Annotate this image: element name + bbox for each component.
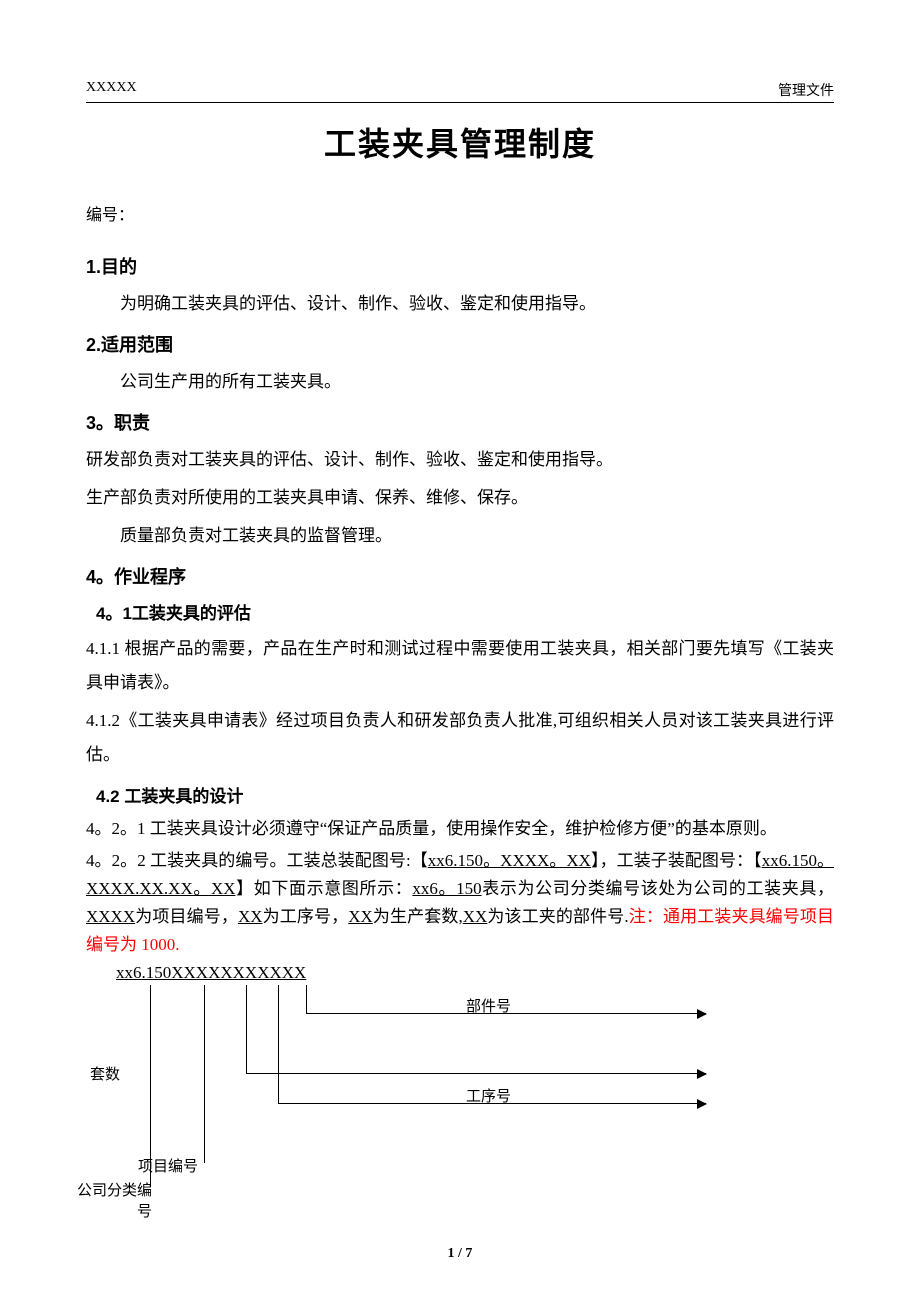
t: 表示为公司分类编号该处为公司的工装夹具，	[482, 879, 834, 898]
code-u1: xx6.150。XXXX。XX	[428, 851, 591, 870]
diagram-arrow-sets	[246, 1073, 706, 1074]
section-3-p1: 研发部负责对工装夹具的评估、设计、制作、验收、鉴定和使用指导。	[86, 443, 834, 477]
diagram-vline-3	[246, 985, 247, 1073]
section-4-1-2: 4.1.2《工装夹具申请表》经过项目负责人和研发部负责人批准,可组织相关人员对该…	[86, 704, 834, 772]
section-4-2-heading: 4.2 工装夹具的设计	[86, 782, 834, 807]
diagram-label-sets: 套数	[40, 1063, 120, 1084]
t: 为项目编号，	[135, 907, 238, 926]
section-2-heading: 2.适用范围	[86, 331, 834, 357]
t: 为该工夹的部件号.	[487, 907, 628, 926]
diagram-code: xx6.150XXXXXXXXXXX	[116, 963, 306, 983]
section-3-p2: 生产部负责对所使用的工装夹具申请、保养、维修、保存。	[86, 481, 834, 515]
document-number-label: 编号：	[86, 201, 834, 225]
header-right: 管理文件	[778, 80, 834, 100]
page: XXXXX 管理文件 工装夹具管理制度 编号： 1.目的 为明确工装夹具的评估、…	[0, 0, 920, 1302]
code-u3: xx6。150	[412, 879, 481, 898]
section-4-heading: 4。作业程序	[86, 563, 834, 589]
section-1-body: 为明确工装夹具的评估、设计、制作、验收、鉴定和使用指导。	[86, 287, 834, 321]
section-4-1-1: 4.1.1 根据产品的需要，产品在生产时和测试过程中需要使用工装夹具，相关部门要…	[86, 632, 834, 700]
page-number: 1 / 7	[0, 1246, 920, 1262]
numbering-diagram: xx6.150XXXXXXXXXXX 部件号 套数 工序号 项目编号 公司分类编…	[86, 963, 834, 1203]
section-2-body: 公司生产用的所有工装夹具。	[86, 365, 834, 399]
diagram-label-process: 工序号	[466, 1085, 511, 1106]
diagram-vline-4	[278, 985, 279, 1103]
diagram-vline-2	[204, 985, 205, 1163]
page-header: XXXXX 管理文件	[86, 80, 834, 103]
code-u7: XX	[463, 907, 488, 926]
section-3-p3: 质量部负责对工装夹具的监督管理。	[86, 519, 834, 553]
section-4-1-heading: 4。1工装夹具的评估	[86, 599, 834, 624]
section-1-heading: 1.目的	[86, 253, 834, 279]
diagram-vline-5	[306, 985, 307, 1013]
t: 】如下面示意图所示：	[236, 879, 413, 898]
t: 】，工装子装配图号：【	[591, 851, 762, 870]
code-u4: XXXX	[86, 907, 135, 926]
diagram-label-part: 部件号	[466, 995, 511, 1016]
t: 为工序号，	[263, 907, 349, 926]
header-left: XXXXX	[86, 80, 137, 100]
code-u5: XX	[238, 907, 263, 926]
diagram-label-company: 公司分类编号	[72, 1179, 152, 1221]
section-4-2-1: 4。2。1 工装夹具设计必须遵守“保证产品质量，使用操作安全，维护检修方便”的基…	[86, 815, 834, 843]
section-3-heading: 3。职责	[86, 409, 834, 435]
code-u6: XX	[348, 907, 373, 926]
section-4-2-2: 4。2。2 工装夹具的编号。工装总装配图号:【xx6.150。XXXX。XX】，…	[86, 847, 834, 959]
document-title: 工装夹具管理制度	[86, 119, 834, 165]
t: 4。2。2 工装夹具的编号。工装总装配图号:【	[86, 851, 428, 870]
t: 为生产套数,	[373, 907, 463, 926]
diagram-label-project: 项目编号	[118, 1155, 198, 1176]
